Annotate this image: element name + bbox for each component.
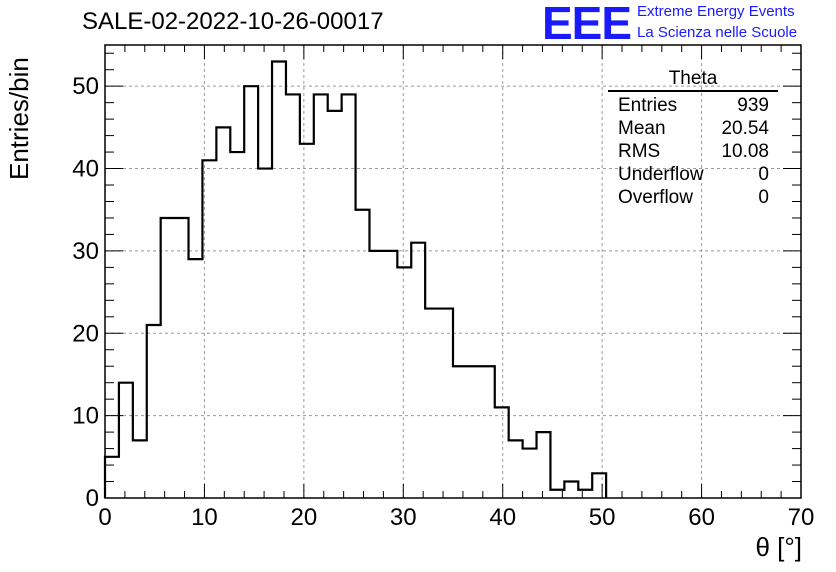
x-tick-label: 20 — [291, 504, 318, 531]
histogram-bin — [147, 325, 161, 498]
axis-ticks — [104, 45, 802, 499]
histogram-bin — [383, 251, 397, 498]
histogram-bin — [467, 366, 481, 498]
histogram-bin — [411, 243, 425, 498]
histogram-bin — [356, 210, 370, 498]
stats-box: Theta Entries 939 Mean 20.54 RMS 10.08 U… — [608, 68, 778, 209]
eee-logo: EEE — [542, 0, 632, 49]
histogram-bin — [216, 127, 230, 498]
y-tick-label: 30 — [72, 238, 99, 265]
stats-value: 10.08 — [721, 141, 769, 162]
stats-box-title: Theta — [668, 68, 718, 89]
histogram-bin — [495, 407, 509, 498]
histogram-bin — [481, 366, 495, 498]
y-tick-label: 10 — [72, 403, 99, 430]
histogram-bin — [578, 490, 592, 498]
histogram-bin — [258, 169, 272, 498]
stats-row-underflow: Underflow 0 — [608, 163, 778, 186]
histogram-bin — [509, 440, 523, 498]
y-tick-label: 20 — [72, 320, 99, 347]
histogram-bin — [592, 473, 606, 498]
x-tick-label: 70 — [788, 504, 815, 531]
x-axis-label: θ [°] — [755, 532, 802, 562]
histogram-bin — [230, 152, 244, 498]
histogram-bin — [425, 309, 439, 498]
stats-value: 20.54 — [721, 118, 769, 139]
histogram-bin — [537, 432, 551, 498]
histogram-bin — [523, 449, 537, 498]
histogram-bin — [175, 218, 189, 498]
stats-label: Entries — [618, 95, 678, 116]
stats-label: RMS — [618, 141, 661, 162]
logo-line-2: La Scienza nelle Scuole — [637, 24, 798, 41]
plot-frame-rect — [104, 44, 802, 499]
histogram-series — [103, 60, 608, 498]
histogram-bin — [161, 218, 175, 498]
x-tick-label: 10 — [191, 504, 218, 531]
stats-row-entries: Entries 939 — [608, 94, 778, 117]
stats-label: Overflow — [618, 187, 693, 208]
logo-line-1: Extreme Energy Events — [637, 3, 795, 20]
y-tick-label: 50 — [72, 73, 99, 100]
stats-box-rule — [608, 90, 778, 92]
x-tick-label: 60 — [688, 504, 715, 531]
plot-frame — [104, 44, 802, 499]
histogram-bin — [119, 383, 133, 498]
histogram-bin — [133, 440, 147, 498]
y-axis-label: Entries/bin — [4, 57, 34, 180]
x-tick-label: 30 — [390, 504, 417, 531]
histogram-bin — [202, 160, 216, 498]
chart-title: SALE-02-2022-10-26-00017 — [82, 8, 384, 35]
x-tick-label: 50 — [589, 504, 616, 531]
stats-row-mean: Mean 20.54 — [608, 117, 778, 140]
y-tick-label: 40 — [72, 156, 99, 183]
histogram-bin — [564, 482, 578, 498]
x-tick-label: 0 — [98, 504, 111, 531]
histogram-bin — [244, 86, 258, 498]
histogram-bin — [328, 111, 342, 498]
stats-value: 0 — [758, 187, 769, 208]
stats-row-rms: RMS 10.08 — [608, 140, 778, 163]
histogram-bin — [189, 259, 203, 498]
stats-value: 0 — [758, 164, 769, 185]
histogram-bin — [397, 267, 411, 498]
histogram-line — [103, 60, 608, 498]
stats-label: Mean — [618, 118, 666, 139]
histogram-bin — [342, 94, 356, 498]
histogram-bin — [272, 61, 286, 498]
histogram-bin — [453, 366, 467, 498]
stats-label: Underflow — [618, 164, 704, 185]
stats-row-overflow: Overflow 0 — [608, 186, 778, 209]
histogram-bin — [300, 144, 314, 498]
x-tick-label: 40 — [489, 504, 516, 531]
y-tick-label: 0 — [86, 485, 99, 512]
histogram-bin — [105, 457, 119, 498]
histogram-bin — [439, 309, 453, 498]
histogram-bin — [369, 251, 383, 498]
histogram-bin — [314, 94, 328, 498]
stats-value: 939 — [737, 95, 769, 116]
histogram-bin — [286, 94, 300, 498]
tick-labels: 0 10 20 30 40 50 60 70 0 10 20 30 40 50 — [72, 73, 814, 531]
